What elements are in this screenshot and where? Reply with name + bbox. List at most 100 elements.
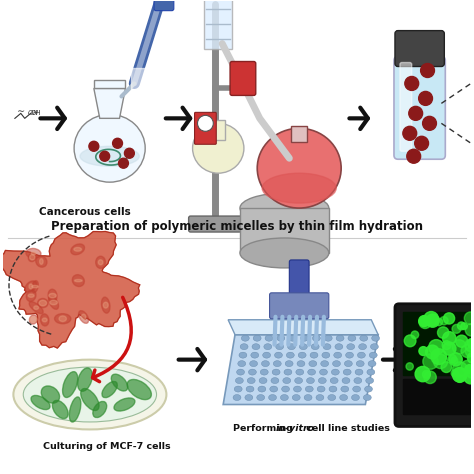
Ellipse shape — [295, 378, 302, 383]
Ellipse shape — [352, 394, 359, 401]
Ellipse shape — [237, 369, 245, 375]
Ellipse shape — [248, 369, 256, 375]
Ellipse shape — [53, 401, 68, 419]
Ellipse shape — [359, 344, 366, 350]
Ellipse shape — [286, 352, 294, 358]
Circle shape — [449, 353, 462, 366]
Ellipse shape — [102, 382, 118, 398]
Ellipse shape — [240, 193, 329, 223]
Circle shape — [422, 370, 430, 378]
Ellipse shape — [40, 314, 49, 326]
Ellipse shape — [333, 361, 340, 366]
Circle shape — [461, 323, 467, 329]
Circle shape — [453, 367, 467, 382]
Circle shape — [419, 346, 428, 356]
Ellipse shape — [258, 386, 266, 392]
Circle shape — [438, 327, 449, 338]
FancyBboxPatch shape — [395, 31, 444, 66]
Circle shape — [113, 138, 122, 148]
Ellipse shape — [29, 317, 37, 322]
Ellipse shape — [103, 302, 108, 308]
Circle shape — [465, 312, 474, 325]
Ellipse shape — [272, 369, 280, 375]
Ellipse shape — [262, 361, 269, 366]
Circle shape — [473, 347, 474, 355]
Polygon shape — [0, 231, 140, 348]
Circle shape — [426, 345, 439, 359]
Ellipse shape — [250, 361, 257, 366]
Ellipse shape — [357, 352, 365, 358]
Circle shape — [403, 127, 417, 140]
Ellipse shape — [74, 114, 145, 182]
Ellipse shape — [50, 301, 57, 305]
Bar — [292, 127, 307, 142]
Ellipse shape — [36, 256, 47, 267]
FancyBboxPatch shape — [289, 260, 309, 299]
Bar — [211, 120, 225, 140]
Ellipse shape — [31, 252, 36, 255]
Ellipse shape — [319, 369, 328, 375]
Ellipse shape — [260, 369, 268, 375]
Ellipse shape — [48, 296, 59, 310]
Circle shape — [420, 64, 435, 77]
Ellipse shape — [269, 394, 276, 401]
Ellipse shape — [80, 146, 139, 166]
Ellipse shape — [346, 352, 354, 358]
Circle shape — [406, 363, 413, 370]
Ellipse shape — [322, 352, 330, 358]
Ellipse shape — [240, 344, 248, 350]
Ellipse shape — [265, 335, 273, 341]
Ellipse shape — [285, 361, 293, 366]
Ellipse shape — [283, 378, 291, 383]
Ellipse shape — [59, 316, 66, 321]
Ellipse shape — [365, 386, 373, 392]
FancyBboxPatch shape — [230, 62, 256, 95]
Circle shape — [125, 148, 134, 158]
Circle shape — [411, 331, 419, 338]
Circle shape — [409, 106, 423, 120]
Circle shape — [89, 141, 99, 151]
Ellipse shape — [29, 284, 33, 289]
Circle shape — [100, 151, 109, 161]
Bar — [204, 0, 232, 48]
Ellipse shape — [48, 289, 57, 302]
Ellipse shape — [74, 247, 82, 251]
Text: in-vitro: in-vitro — [275, 424, 315, 433]
FancyBboxPatch shape — [189, 216, 272, 232]
Ellipse shape — [246, 386, 254, 392]
Ellipse shape — [245, 394, 253, 401]
Ellipse shape — [111, 374, 128, 391]
Ellipse shape — [259, 378, 267, 383]
Ellipse shape — [292, 394, 300, 401]
FancyBboxPatch shape — [394, 56, 445, 159]
Ellipse shape — [311, 344, 319, 350]
Circle shape — [423, 354, 438, 369]
Ellipse shape — [298, 352, 306, 358]
Ellipse shape — [297, 361, 305, 366]
Ellipse shape — [354, 378, 362, 383]
Ellipse shape — [288, 344, 295, 350]
Ellipse shape — [336, 335, 344, 341]
FancyBboxPatch shape — [400, 63, 412, 151]
Ellipse shape — [49, 293, 56, 298]
Ellipse shape — [330, 378, 338, 383]
Ellipse shape — [251, 352, 259, 358]
Ellipse shape — [69, 397, 81, 422]
Polygon shape — [228, 320, 378, 335]
Text: $\mathregular{\sim}_{OH}$: $\mathregular{\sim}_{OH}$ — [15, 109, 39, 118]
Ellipse shape — [26, 290, 36, 301]
Ellipse shape — [96, 256, 105, 268]
Ellipse shape — [372, 335, 380, 341]
Ellipse shape — [192, 123, 244, 173]
Ellipse shape — [30, 255, 35, 260]
Circle shape — [419, 316, 429, 327]
Ellipse shape — [323, 344, 331, 350]
Ellipse shape — [355, 369, 363, 375]
Circle shape — [457, 322, 465, 330]
Ellipse shape — [40, 259, 43, 264]
Ellipse shape — [369, 352, 377, 358]
Circle shape — [443, 342, 456, 355]
Ellipse shape — [31, 395, 50, 410]
FancyBboxPatch shape — [194, 112, 216, 144]
Circle shape — [118, 158, 128, 168]
